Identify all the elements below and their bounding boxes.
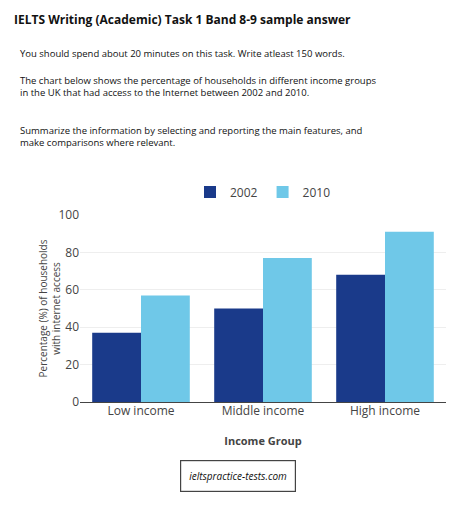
- svg-text:2010: 2010: [303, 184, 331, 201]
- svg-text:20: 20: [65, 356, 79, 373]
- svg-text:ieltspractice-tests.com: ieltspractice-tests.com: [189, 469, 287, 483]
- svg-text:40: 40: [65, 318, 79, 335]
- svg-text:Percentage (%) of householdswi: Percentage (%) of householdswith interne…: [36, 239, 63, 377]
- svg-text:Low income: Low income: [107, 402, 174, 419]
- svg-text:Middle income: Middle income: [222, 402, 305, 419]
- svg-text:2002: 2002: [230, 184, 258, 201]
- svg-text:100: 100: [58, 206, 79, 223]
- svg-text:Summarize the information by s: Summarize the information by selecting a…: [20, 124, 362, 149]
- svg-text:You should spend about 20 minu: You should spend about 20 minutes on thi…: [20, 47, 345, 60]
- svg-text:Income Group: Income Group: [224, 433, 301, 448]
- svg-text:0: 0: [72, 393, 79, 410]
- svg-text:80: 80: [65, 244, 79, 261]
- svg-text:60: 60: [65, 281, 79, 298]
- svg-text:The chart below shows the perc: The chart below shows the percentage of …: [20, 74, 377, 99]
- svg-text:IELTS Writing (Academic) Task: IELTS Writing (Academic) Task 1 Band 8-9…: [14, 11, 351, 28]
- svg-text:High income: High income: [350, 402, 420, 419]
